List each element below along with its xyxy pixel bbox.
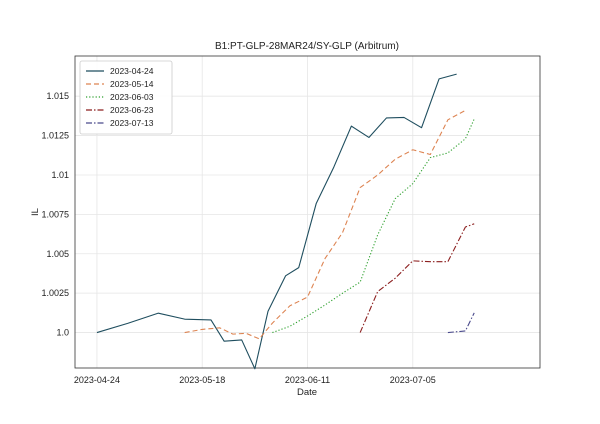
y-tick-label: 1.0125: [41, 131, 69, 141]
x-tick-label: 2023-04-24: [74, 375, 120, 385]
x-tick-label: 2023-07-05: [390, 375, 436, 385]
chart-title: B1:PT-GLP-28MAR24/SY-GLP (Arbitrum): [215, 41, 399, 52]
plot-area: [74, 55, 541, 369]
grid: [75, 56, 540, 368]
legend-label: 2023-06-23: [110, 105, 154, 115]
legend-label: 2023-05-14: [110, 79, 154, 89]
x-axis-ticks: 2023-04-24 2023-05-18 2023-06-11 2023-07-05: [74, 375, 436, 385]
y-tick-label: 1.0025: [41, 288, 69, 298]
legend: 2023-04-24 2023-05-14 2023-06-03 2023-06-23…: [79, 60, 173, 135]
legend-label: 2023-07-13: [110, 118, 154, 128]
x-axis-label: Date: [297, 387, 317, 398]
legend-box: [79, 60, 173, 135]
x-tick-label: 2023-05-18: [179, 375, 225, 385]
series-line-1: [96, 73, 457, 370]
legend-label: 2023-04-24: [110, 66, 154, 76]
y-axis-ticks: 1.0 1.0025 1.005 1.0075 1.01 1.0125 1.015: [41, 91, 69, 337]
y-tick-label: 1.0: [56, 328, 69, 338]
series-line-4: [359, 223, 475, 333]
y-tick-label: 1.015: [46, 91, 69, 101]
legend-label: 2023-06-03: [110, 92, 154, 102]
series-line-3: [272, 118, 475, 334]
x-tick-label: 2023-06-11: [285, 375, 330, 385]
y-tick-label: 1.0075: [41, 209, 69, 219]
series-line-2: [184, 109, 466, 340]
y-tick-label: 1.005: [46, 249, 69, 259]
y-axis-label: IL: [30, 208, 41, 216]
series-line-5: [447, 312, 475, 334]
y-tick-label: 1.01: [51, 170, 69, 180]
series-layer: [96, 73, 475, 370]
